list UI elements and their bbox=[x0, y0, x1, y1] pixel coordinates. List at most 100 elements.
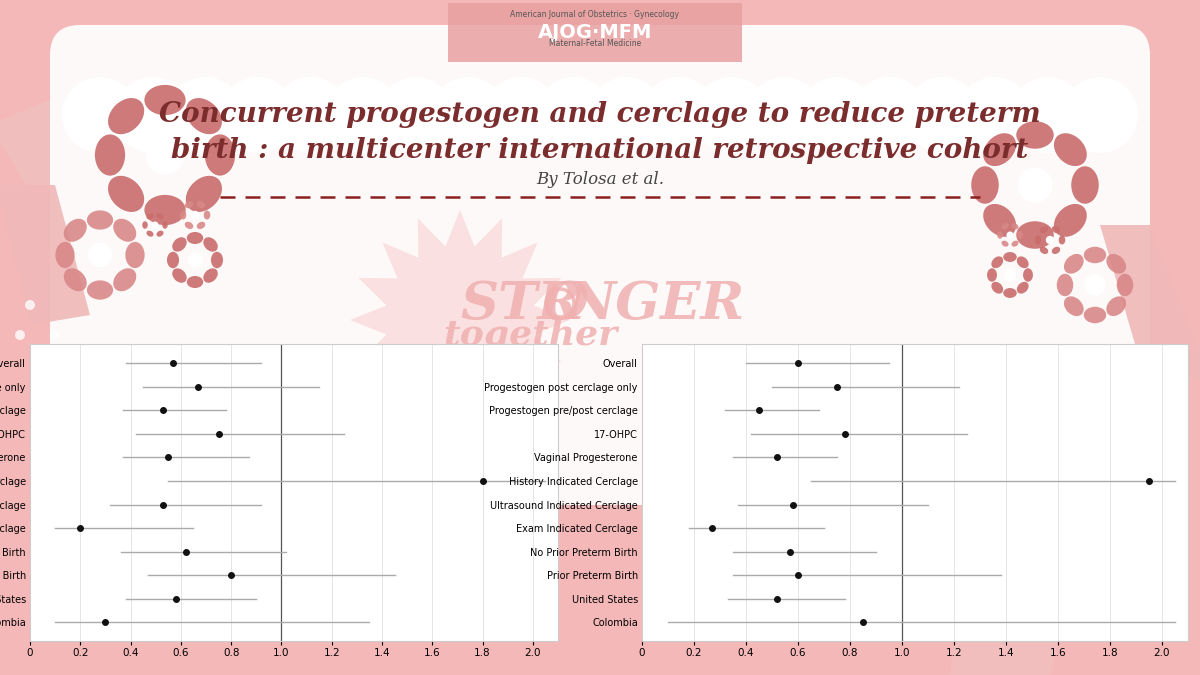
Ellipse shape bbox=[1016, 122, 1054, 148]
Text: By Tolosa et al.: By Tolosa et al. bbox=[536, 171, 664, 188]
Circle shape bbox=[1003, 269, 1016, 281]
Ellipse shape bbox=[187, 232, 203, 244]
Ellipse shape bbox=[185, 222, 193, 229]
Ellipse shape bbox=[997, 232, 1003, 239]
Ellipse shape bbox=[1039, 247, 1049, 254]
Ellipse shape bbox=[211, 252, 223, 268]
Ellipse shape bbox=[186, 176, 222, 212]
Ellipse shape bbox=[64, 219, 86, 242]
Ellipse shape bbox=[1064, 296, 1084, 316]
Ellipse shape bbox=[1051, 226, 1061, 234]
Text: Maternal-Fetal Medicine: Maternal-Fetal Medicine bbox=[548, 39, 641, 48]
Circle shape bbox=[484, 77, 559, 153]
Ellipse shape bbox=[1002, 223, 1008, 230]
Ellipse shape bbox=[1018, 232, 1022, 239]
Circle shape bbox=[641, 77, 716, 153]
Text: together: together bbox=[443, 318, 617, 352]
Ellipse shape bbox=[205, 134, 235, 176]
Ellipse shape bbox=[167, 252, 179, 268]
Ellipse shape bbox=[1003, 288, 1016, 298]
Circle shape bbox=[904, 77, 980, 153]
Ellipse shape bbox=[1084, 306, 1106, 323]
Ellipse shape bbox=[1084, 247, 1106, 263]
Circle shape bbox=[25, 300, 35, 310]
Ellipse shape bbox=[55, 242, 74, 268]
Ellipse shape bbox=[156, 231, 163, 237]
Ellipse shape bbox=[1012, 223, 1019, 230]
Ellipse shape bbox=[1054, 133, 1087, 166]
Ellipse shape bbox=[1016, 221, 1054, 249]
Ellipse shape bbox=[108, 176, 144, 212]
Circle shape bbox=[956, 77, 1033, 153]
Ellipse shape bbox=[971, 166, 998, 204]
Ellipse shape bbox=[1034, 236, 1042, 244]
Circle shape bbox=[62, 77, 138, 153]
Circle shape bbox=[145, 136, 185, 174]
Circle shape bbox=[187, 252, 203, 268]
Ellipse shape bbox=[983, 133, 1016, 166]
Ellipse shape bbox=[180, 211, 186, 219]
Circle shape bbox=[1085, 275, 1105, 296]
Ellipse shape bbox=[988, 268, 997, 281]
Text: NGER: NGER bbox=[568, 279, 744, 331]
Circle shape bbox=[1046, 236, 1055, 244]
Ellipse shape bbox=[197, 222, 205, 229]
Ellipse shape bbox=[156, 213, 163, 219]
Polygon shape bbox=[1100, 225, 1200, 395]
Ellipse shape bbox=[185, 201, 193, 209]
Ellipse shape bbox=[1054, 204, 1087, 237]
Polygon shape bbox=[950, 425, 1100, 675]
Circle shape bbox=[1018, 167, 1052, 202]
Circle shape bbox=[1062, 77, 1138, 153]
Circle shape bbox=[799, 77, 875, 153]
Ellipse shape bbox=[143, 221, 148, 229]
Ellipse shape bbox=[187, 276, 203, 288]
Ellipse shape bbox=[125, 242, 145, 268]
Ellipse shape bbox=[991, 256, 1003, 268]
Circle shape bbox=[746, 77, 822, 153]
Ellipse shape bbox=[64, 268, 86, 291]
Ellipse shape bbox=[1057, 274, 1073, 296]
Circle shape bbox=[88, 243, 113, 267]
Text: Concurrent progestogen and cerclage to reduce preterm: Concurrent progestogen and cerclage to r… bbox=[160, 101, 1040, 128]
Ellipse shape bbox=[146, 231, 154, 237]
Ellipse shape bbox=[146, 213, 154, 219]
Ellipse shape bbox=[1051, 247, 1061, 254]
Ellipse shape bbox=[113, 219, 137, 242]
Text: AJOG·MFM: AJOG·MFM bbox=[538, 23, 652, 42]
Ellipse shape bbox=[1064, 254, 1084, 273]
Circle shape bbox=[1009, 77, 1085, 153]
Ellipse shape bbox=[1016, 281, 1028, 294]
Circle shape bbox=[191, 211, 199, 219]
Ellipse shape bbox=[1024, 268, 1033, 281]
Circle shape bbox=[220, 77, 296, 153]
Ellipse shape bbox=[1039, 226, 1049, 234]
Ellipse shape bbox=[991, 281, 1003, 294]
Circle shape bbox=[431, 77, 506, 153]
Ellipse shape bbox=[1058, 236, 1066, 244]
Polygon shape bbox=[350, 210, 570, 430]
Ellipse shape bbox=[1003, 252, 1016, 262]
Circle shape bbox=[535, 77, 612, 153]
Circle shape bbox=[852, 77, 928, 153]
Ellipse shape bbox=[203, 269, 217, 283]
Ellipse shape bbox=[144, 85, 186, 115]
Ellipse shape bbox=[173, 269, 187, 283]
Ellipse shape bbox=[1012, 240, 1019, 246]
Ellipse shape bbox=[173, 237, 187, 252]
Ellipse shape bbox=[203, 237, 217, 252]
Ellipse shape bbox=[1106, 254, 1126, 273]
Polygon shape bbox=[0, 95, 150, 275]
Ellipse shape bbox=[1106, 296, 1126, 316]
FancyBboxPatch shape bbox=[50, 25, 1150, 505]
Circle shape bbox=[378, 77, 454, 153]
Circle shape bbox=[50, 330, 60, 340]
Ellipse shape bbox=[108, 98, 144, 134]
Circle shape bbox=[694, 77, 769, 153]
Text: American Journal of Obstetrics · Gynecology: American Journal of Obstetrics · Gynecol… bbox=[510, 10, 679, 19]
Ellipse shape bbox=[144, 195, 186, 225]
Ellipse shape bbox=[1002, 240, 1008, 246]
Ellipse shape bbox=[86, 211, 113, 230]
Ellipse shape bbox=[1016, 256, 1028, 268]
Ellipse shape bbox=[162, 221, 168, 229]
